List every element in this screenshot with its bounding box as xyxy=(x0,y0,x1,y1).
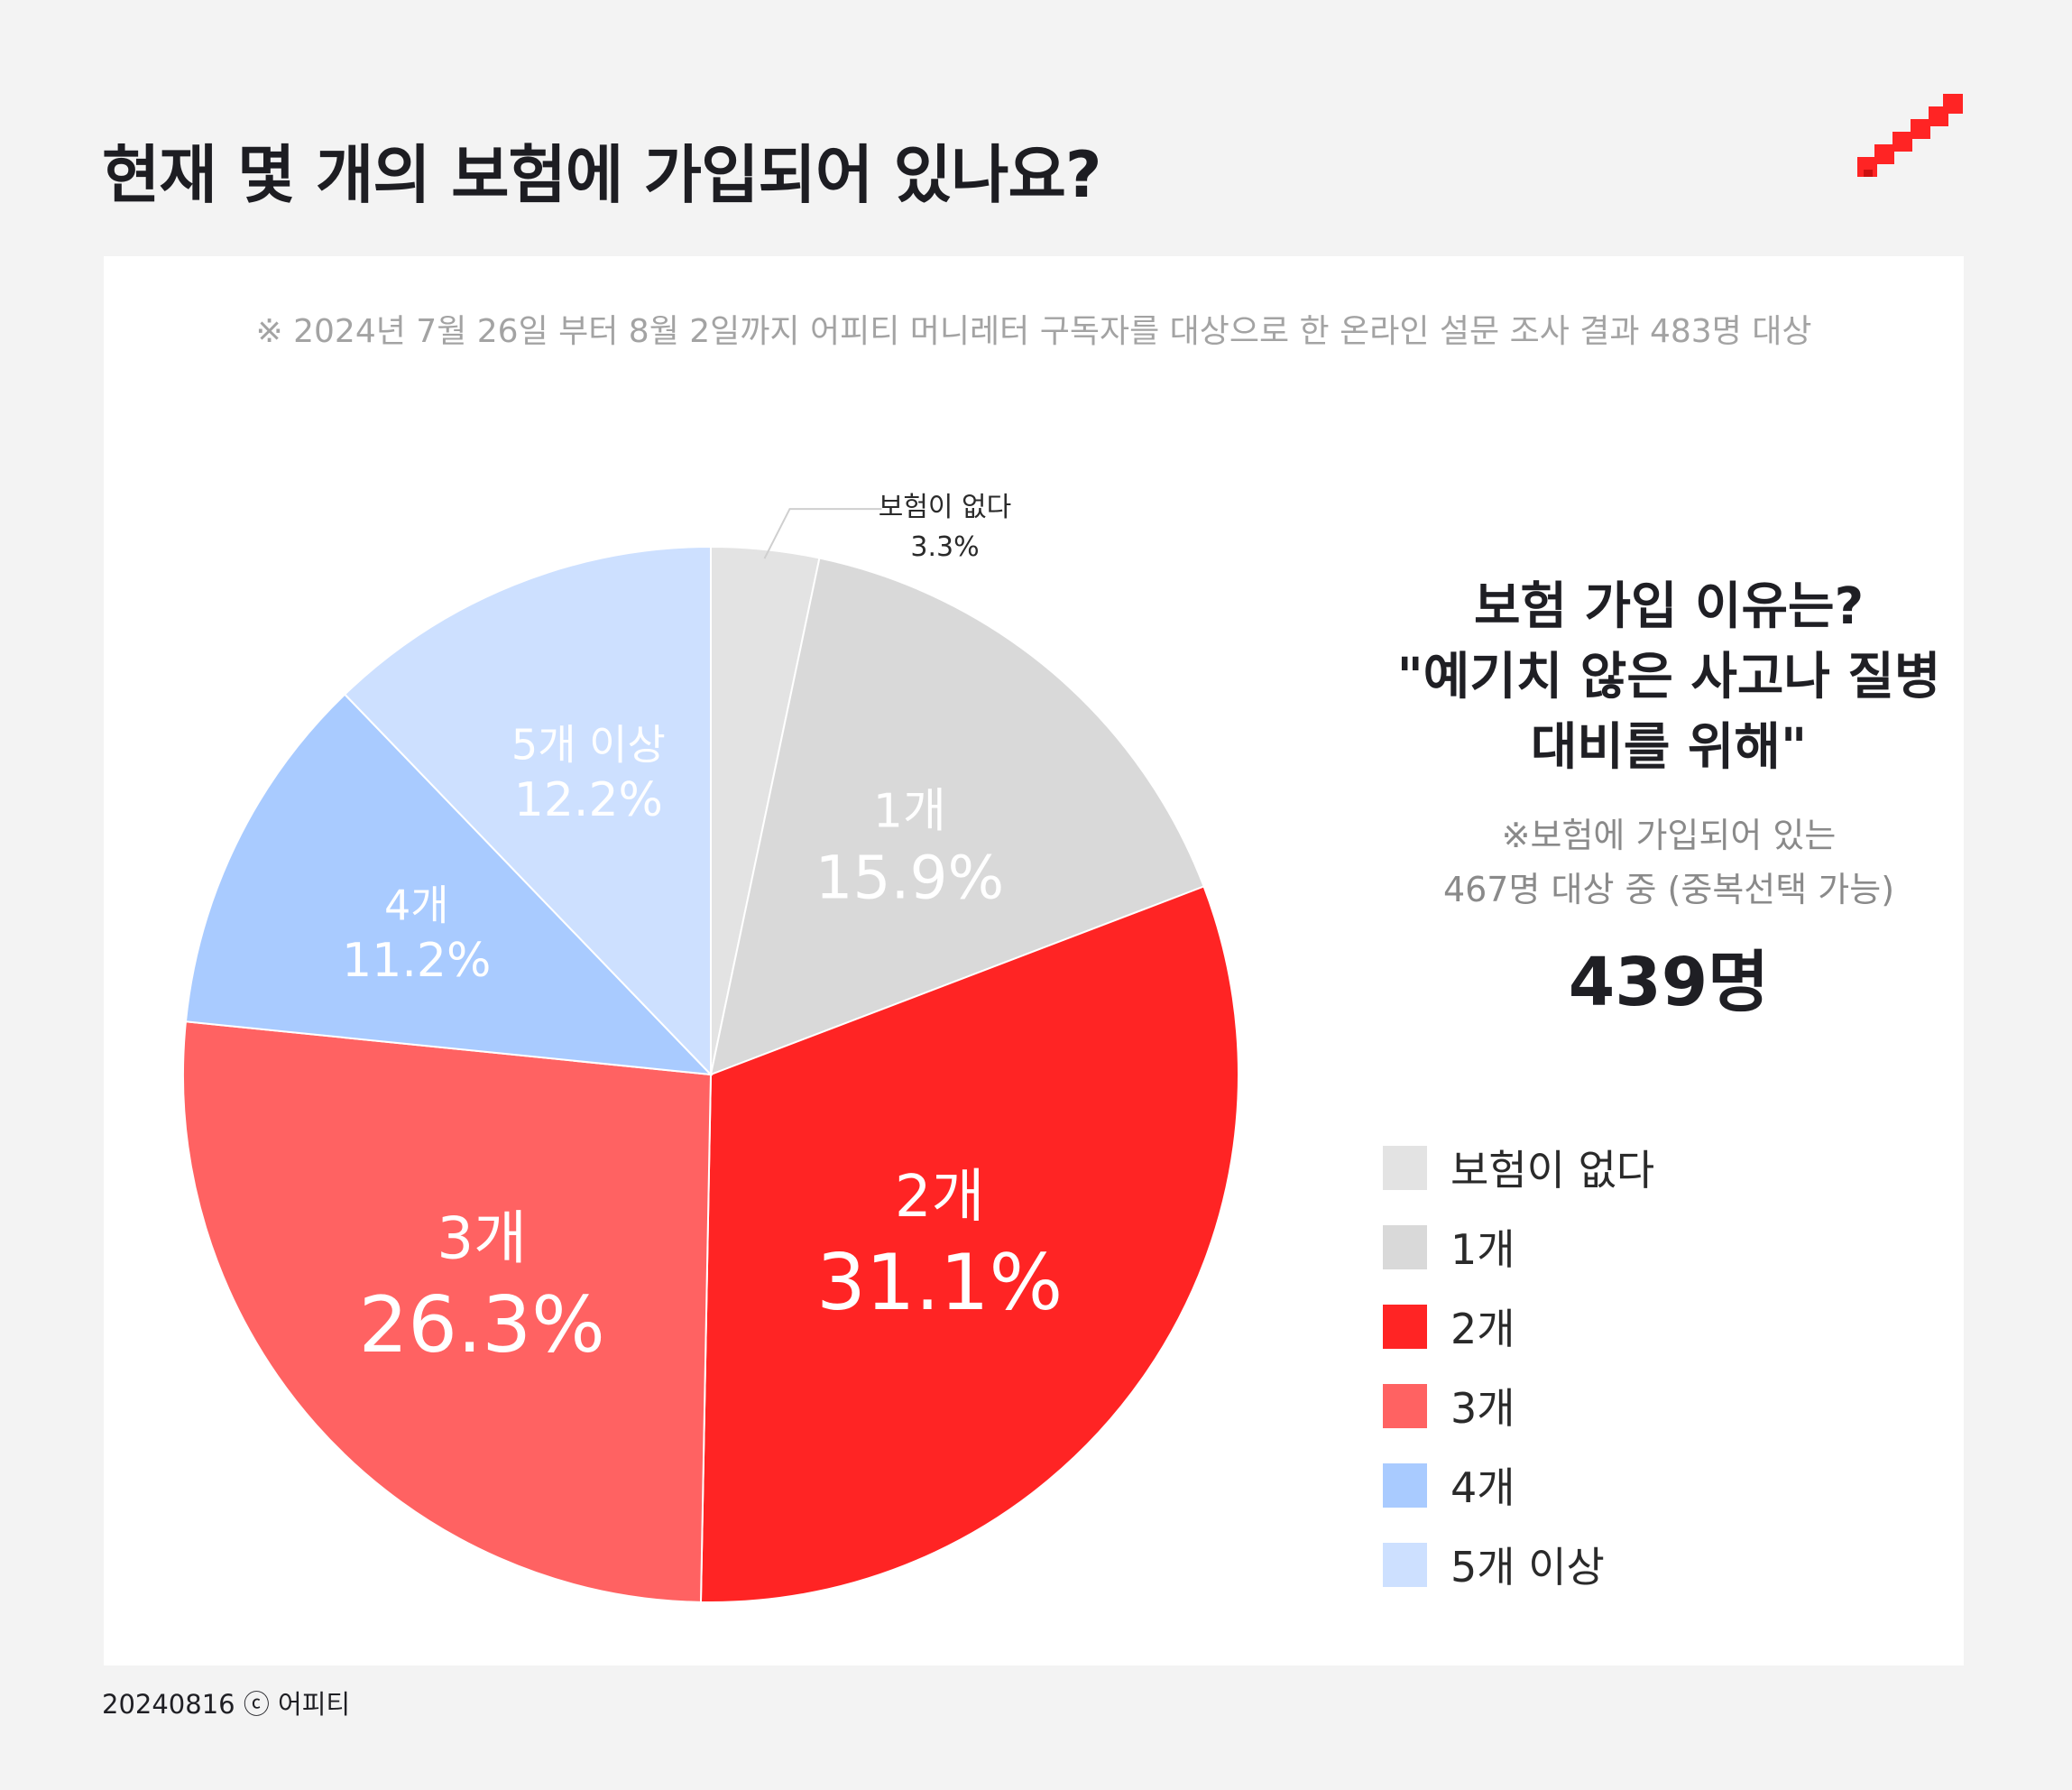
slice-value-label: 11.2% xyxy=(342,934,491,988)
slice-value-label: 12.2% xyxy=(514,773,663,827)
slice-value-label: 15.9% xyxy=(815,844,1005,913)
reason-title-line: "예기치 않은 사고나 질병 xyxy=(1396,648,1941,706)
legend-item: 보험이 없다 xyxy=(1383,1128,1654,1207)
slice-name-label: 1개 xyxy=(873,784,946,838)
legend-label: 1개 xyxy=(1450,1225,1515,1274)
legend-item: 3개 xyxy=(1383,1366,1654,1445)
legend-item: 5개 이상 xyxy=(1383,1525,1654,1604)
footer-credit: 20240816 ⓒ 어피티 xyxy=(102,1689,351,1720)
brand-logo-icon xyxy=(1857,94,1963,177)
legend-item: 2개 xyxy=(1383,1287,1654,1366)
reason-subtitle-line: ※보험에 가입되어 있는 xyxy=(1501,816,1837,855)
pie-slice xyxy=(709,557,1205,1076)
slice-value-label: 26.3% xyxy=(359,1280,605,1370)
legend-label: 2개 xyxy=(1450,1305,1515,1353)
legend-swatch xyxy=(1383,1304,1427,1349)
legend-item: 4개 xyxy=(1383,1445,1654,1525)
slice-name-label: 3개 xyxy=(437,1206,527,1273)
legend-label: 5개 이상 xyxy=(1450,1543,1605,1592)
pie-slice xyxy=(182,1020,713,1603)
reason-subtitle: ※보험에 가입되어 있는 467명 대상 중 (중복선택 가능) xyxy=(1218,808,2072,917)
legend-label: 보험이 없다 xyxy=(1450,1146,1655,1195)
page-title: 현재 몇 개의 보험에 가입되어 있나요? xyxy=(102,138,1101,212)
slice-value-label: 31.1% xyxy=(816,1238,1063,1328)
reason-title-line: 보험 가입 이유는? xyxy=(1473,577,1865,636)
slice-name-label: 보험이 없다 xyxy=(879,492,1012,523)
legend-label: 4개 xyxy=(1450,1463,1515,1512)
slice-name-label: 2개 xyxy=(895,1164,985,1231)
legend-swatch xyxy=(1383,1145,1427,1190)
pie-chart: 보험이 없다 3.3% 1개 15.9% 2개 31.1% 3개 26.3% 4개 11.2% 5개… xyxy=(182,492,1239,1603)
reason-title-line: 대비를 위해" xyxy=(1530,718,1808,777)
slice-name-label: 5개 이상 xyxy=(511,721,666,770)
reason-title: 보험 가입 이유는? "예기치 않은 사고나 질병 대비를 위해" xyxy=(1218,572,2072,783)
chart-card: ※ 2024년 7월 26일 부터 8월 2일까지 어피티 머니레터 구독자를 … xyxy=(104,256,1964,1665)
legend-swatch xyxy=(1383,1224,1427,1269)
pie-slice xyxy=(699,885,1239,1603)
leader-line xyxy=(763,508,882,559)
respondent-count: 439명 xyxy=(1568,944,1770,1021)
legend-swatch xyxy=(1383,1542,1427,1587)
reason-subtitle-line: 467명 대상 중 (중복선택 가능) xyxy=(1442,870,1895,909)
legend-item: 1개 xyxy=(1383,1207,1654,1287)
survey-note: ※ 2024년 7월 26일 부터 8월 2일까지 어피티 머니레터 구독자를 … xyxy=(255,313,1812,350)
legend-swatch xyxy=(1383,1383,1427,1428)
slice-value-label: 3.3% xyxy=(910,531,979,563)
legend-swatch xyxy=(1383,1462,1427,1508)
pie-slice xyxy=(184,693,714,1076)
chart-legend: 보험이 없다 1개 2개 3개 4개 5개 이상 xyxy=(1383,1128,1654,1604)
slice-name-label: 4개 xyxy=(384,881,449,929)
legend-label: 3개 xyxy=(1450,1384,1515,1433)
pie-slice xyxy=(343,545,712,1077)
